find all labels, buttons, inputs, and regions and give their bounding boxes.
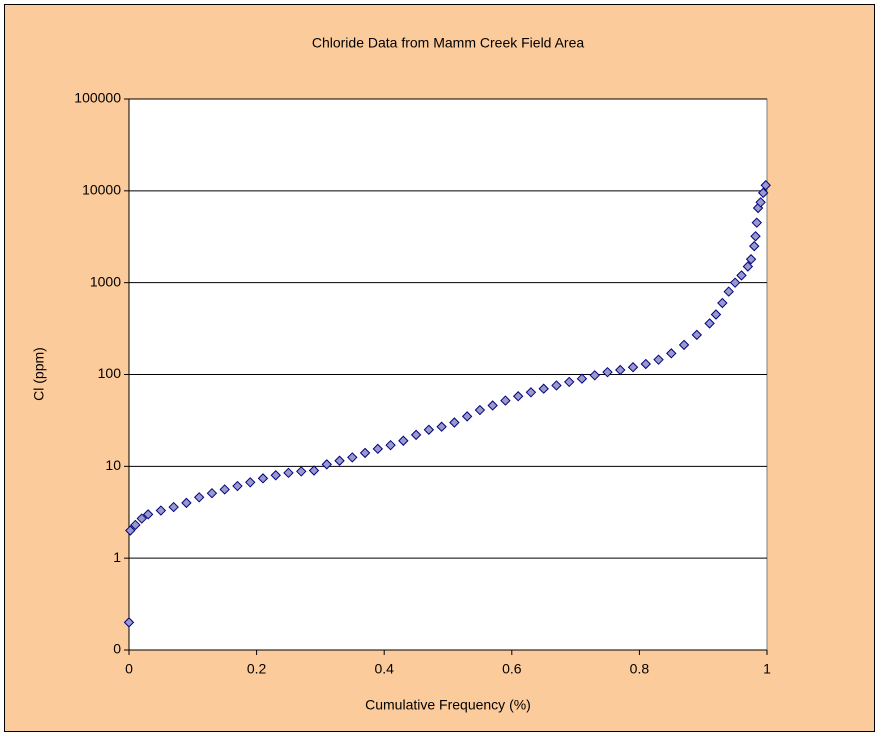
- point: [551, 380, 562, 391]
- point: [525, 387, 537, 398]
- y-axis-label: Cl (ppm): [31, 347, 47, 401]
- point: [760, 180, 771, 191]
- point: [749, 240, 760, 252]
- point: [487, 400, 498, 411]
- y-tick-label: 100: [98, 365, 122, 381]
- point: [142, 509, 154, 520]
- point: [347, 452, 358, 463]
- point: [538, 383, 549, 394]
- point: [564, 376, 575, 388]
- point: [742, 261, 754, 272]
- point: [717, 297, 728, 309]
- chart-title: Chloride Data from Mamm Creek Field Area: [312, 35, 585, 51]
- point: [449, 417, 460, 428]
- y-tick-label: 1: [113, 549, 121, 565]
- point: [334, 455, 345, 466]
- y-tick-label: 10: [105, 457, 121, 473]
- x-tick-label: 0.8: [630, 661, 650, 677]
- point: [206, 487, 218, 499]
- point: [385, 439, 396, 451]
- point: [666, 348, 677, 359]
- point: [181, 497, 192, 509]
- point: [372, 443, 384, 455]
- y-tick-label: 10000: [82, 182, 121, 198]
- point: [653, 354, 664, 365]
- point: [257, 473, 269, 484]
- point: [751, 217, 762, 228]
- point: [123, 617, 135, 628]
- point: [627, 362, 639, 373]
- x-tick-label: 0.4: [374, 661, 394, 677]
- point: [723, 286, 734, 297]
- point: [410, 429, 422, 441]
- point: [308, 465, 320, 476]
- point: [602, 366, 613, 378]
- point: [219, 484, 230, 495]
- point: [745, 254, 757, 265]
- x-tick-label: 1: [763, 661, 771, 677]
- point: [193, 492, 205, 503]
- point: [755, 197, 766, 208]
- point: [576, 373, 588, 384]
- point: [436, 421, 447, 432]
- point: [232, 480, 243, 492]
- x-tick-label: 0.6: [502, 661, 522, 677]
- y-tick-label: 1000: [90, 273, 121, 289]
- point: [270, 470, 281, 481]
- point: [136, 513, 147, 524]
- point: [296, 466, 307, 477]
- point: [729, 277, 741, 288]
- point: [512, 391, 524, 402]
- x-axis-label: Cumulative Frequency (%): [365, 697, 531, 713]
- point: [359, 447, 371, 459]
- point: [757, 187, 769, 199]
- point: [736, 270, 747, 281]
- point: [750, 231, 761, 242]
- point: [130, 519, 141, 531]
- x-tick-label: 0.2: [247, 661, 267, 677]
- point: [245, 477, 256, 488]
- x-tick-label: 0: [125, 661, 133, 677]
- point: [704, 318, 715, 329]
- point: [398, 435, 409, 446]
- y-tick-label: 0: [113, 641, 121, 657]
- point: [589, 370, 600, 381]
- point: [321, 459, 332, 470]
- point: [125, 525, 136, 536]
- y-tick-label: 100000: [74, 90, 121, 106]
- point: [678, 339, 690, 351]
- point: [423, 424, 435, 435]
- point: [500, 395, 511, 406]
- point: [168, 501, 179, 513]
- point: [710, 309, 722, 320]
- point: [691, 329, 703, 341]
- point: [615, 364, 626, 376]
- point: [283, 467, 294, 479]
- point: [474, 404, 486, 416]
- point: [155, 505, 167, 516]
- point: [640, 358, 651, 370]
- point: [461, 411, 473, 422]
